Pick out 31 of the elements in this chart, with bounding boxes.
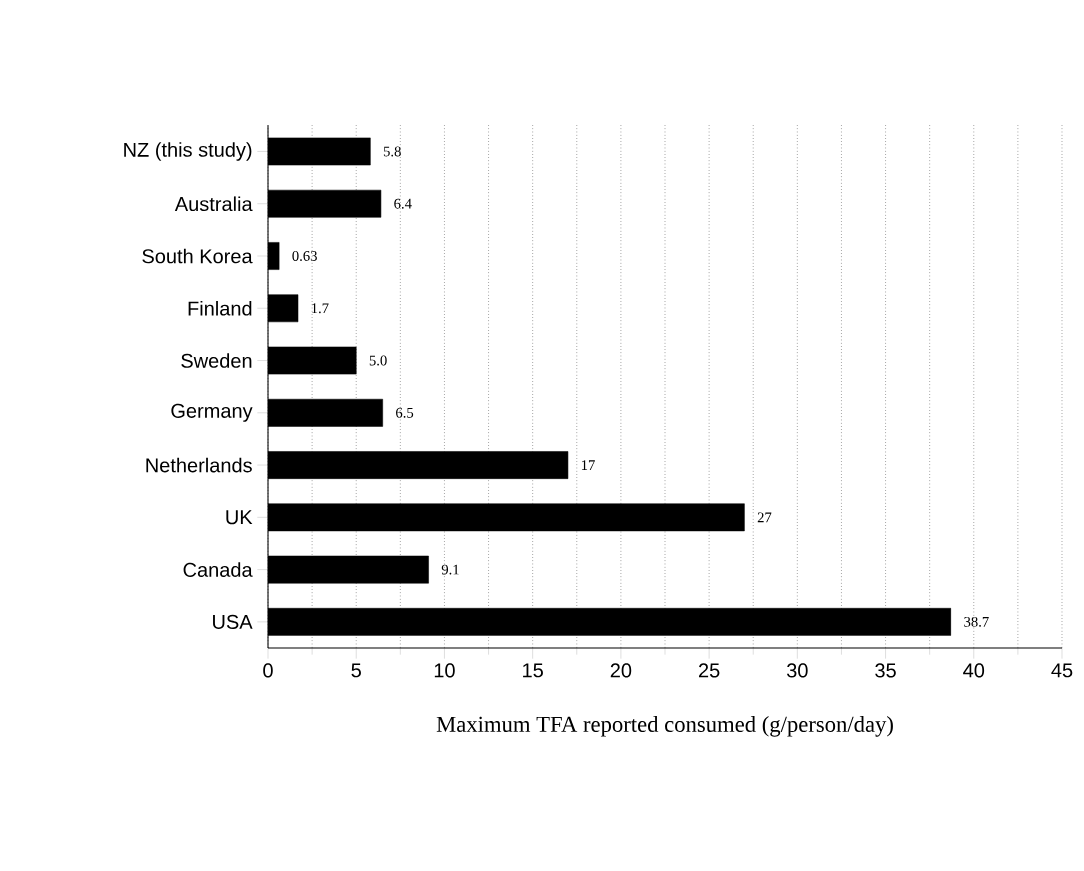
- y-tick-label: UK: [226, 510, 253, 525]
- y-tick-label: South Korea: [142, 248, 253, 264]
- x-tick-label: 40: [963, 663, 985, 678]
- y-tick-label: NZ (this study): [124, 142, 252, 161]
- y-tick-label: Australia: [174, 196, 253, 212]
- x-tick-label: 0: [263, 663, 273, 678]
- y-tick-label: Germany: [171, 403, 253, 423]
- x-tick-label: 35: [875, 663, 896, 678]
- data-label: 6.5: [396, 408, 414, 418]
- x-tick-label: 5: [351, 663, 361, 678]
- x-tick-label: 15: [523, 663, 543, 678]
- data-label: 0.63: [292, 251, 317, 262]
- data-label: 1.7: [312, 303, 329, 314]
- y-tick-label: Netherlands: [146, 457, 252, 473]
- data-label: 9.1: [441, 564, 459, 575]
- y-tick-label: Finland: [188, 301, 252, 316]
- data-label: 17: [581, 460, 595, 471]
- x-axis-title: Maximum TFA reported consumed (g/person/day): [436, 716, 893, 737]
- x-tick-label: 10: [434, 663, 455, 678]
- y-tick-label: Sweden: [181, 353, 252, 369]
- data-label: 5.8: [383, 146, 401, 157]
- y-tick-label: Canada: [183, 562, 253, 578]
- x-tick-label: 45: [1051, 663, 1073, 678]
- y-tick-label: USA: [213, 614, 253, 630]
- data-label: 6.4: [394, 198, 412, 209]
- data-label: 27: [757, 512, 772, 523]
- x-tick-label: 30: [786, 663, 808, 678]
- x-tick-label: 20: [610, 663, 632, 678]
- x-tick-label: 25: [698, 663, 720, 678]
- data-label: 5.0: [369, 355, 387, 366]
- data-label: 38.7: [964, 617, 989, 628]
